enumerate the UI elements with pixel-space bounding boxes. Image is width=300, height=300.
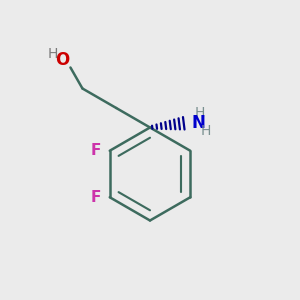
Text: H: H: [48, 47, 58, 61]
Text: F: F: [90, 143, 101, 158]
Text: F: F: [90, 190, 101, 205]
Text: O: O: [55, 51, 69, 69]
Text: N: N: [191, 114, 205, 132]
Text: H: H: [194, 106, 205, 120]
Text: H: H: [200, 124, 211, 138]
